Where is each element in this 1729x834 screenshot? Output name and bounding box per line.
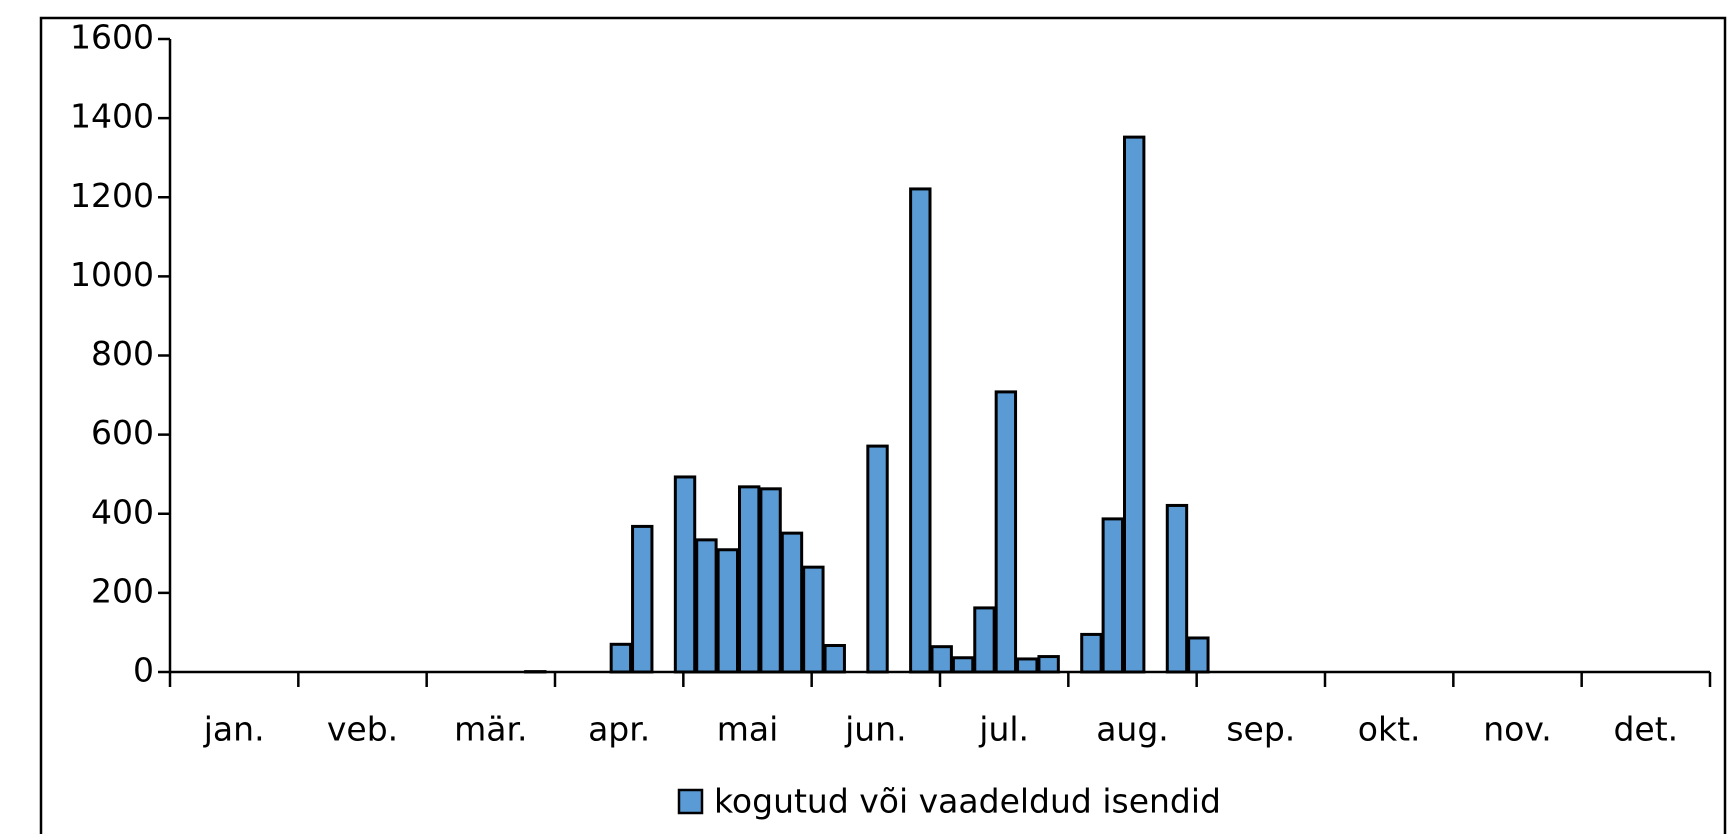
x-tick-label: nov. bbox=[1483, 710, 1552, 749]
bar bbox=[716, 548, 739, 674]
y-tick-label: 400 bbox=[91, 492, 154, 531]
x-tick-label: apr. bbox=[588, 710, 650, 749]
chart-border bbox=[39, 16, 1727, 834]
bar bbox=[994, 390, 1018, 674]
bar bbox=[1101, 517, 1124, 674]
legend-swatch bbox=[677, 788, 704, 815]
bar bbox=[738, 485, 761, 674]
y-tick-label: 1200 bbox=[70, 176, 154, 215]
x-tick-label: veb. bbox=[327, 710, 398, 749]
x-tick-label: okt. bbox=[1358, 710, 1421, 749]
bar bbox=[1123, 135, 1146, 674]
bar bbox=[780, 531, 804, 674]
y-tick-label: 600 bbox=[91, 413, 154, 452]
y-tick-label: 1600 bbox=[70, 18, 154, 57]
x-tick-label: jul. bbox=[978, 710, 1029, 749]
bar bbox=[695, 538, 718, 674]
bar bbox=[930, 645, 953, 674]
x-tick-label: aug. bbox=[1096, 710, 1169, 749]
bar bbox=[909, 187, 932, 674]
bar bbox=[1080, 632, 1103, 674]
bar bbox=[866, 444, 889, 674]
x-tick-label: jan. bbox=[203, 710, 265, 749]
x-tick-label: jun. bbox=[844, 710, 907, 749]
bar bbox=[1187, 636, 1210, 674]
x-tick-label: mai bbox=[717, 710, 779, 749]
legend-label: kogutud või vaadeldud isendid bbox=[714, 782, 1221, 821]
x-tick-label: sep. bbox=[1226, 710, 1295, 749]
x-tick-label: det. bbox=[1613, 710, 1678, 749]
y-tick-label: 200 bbox=[91, 571, 154, 610]
x-tick-label: mär. bbox=[454, 710, 527, 749]
bar bbox=[759, 487, 782, 674]
bar bbox=[973, 606, 996, 674]
bar bbox=[673, 475, 697, 674]
bar bbox=[631, 524, 654, 674]
bar bbox=[609, 642, 633, 674]
bar bbox=[1165, 503, 1189, 674]
bar bbox=[951, 656, 975, 674]
y-tick-label: 1400 bbox=[70, 97, 154, 136]
y-tick-label: 0 bbox=[133, 651, 154, 690]
bar bbox=[1016, 657, 1039, 674]
y-tick-label: 800 bbox=[91, 334, 154, 373]
bar bbox=[802, 565, 825, 674]
bar bbox=[1037, 655, 1060, 674]
y-tick-label: 1000 bbox=[70, 255, 154, 294]
bar bbox=[823, 643, 846, 674]
